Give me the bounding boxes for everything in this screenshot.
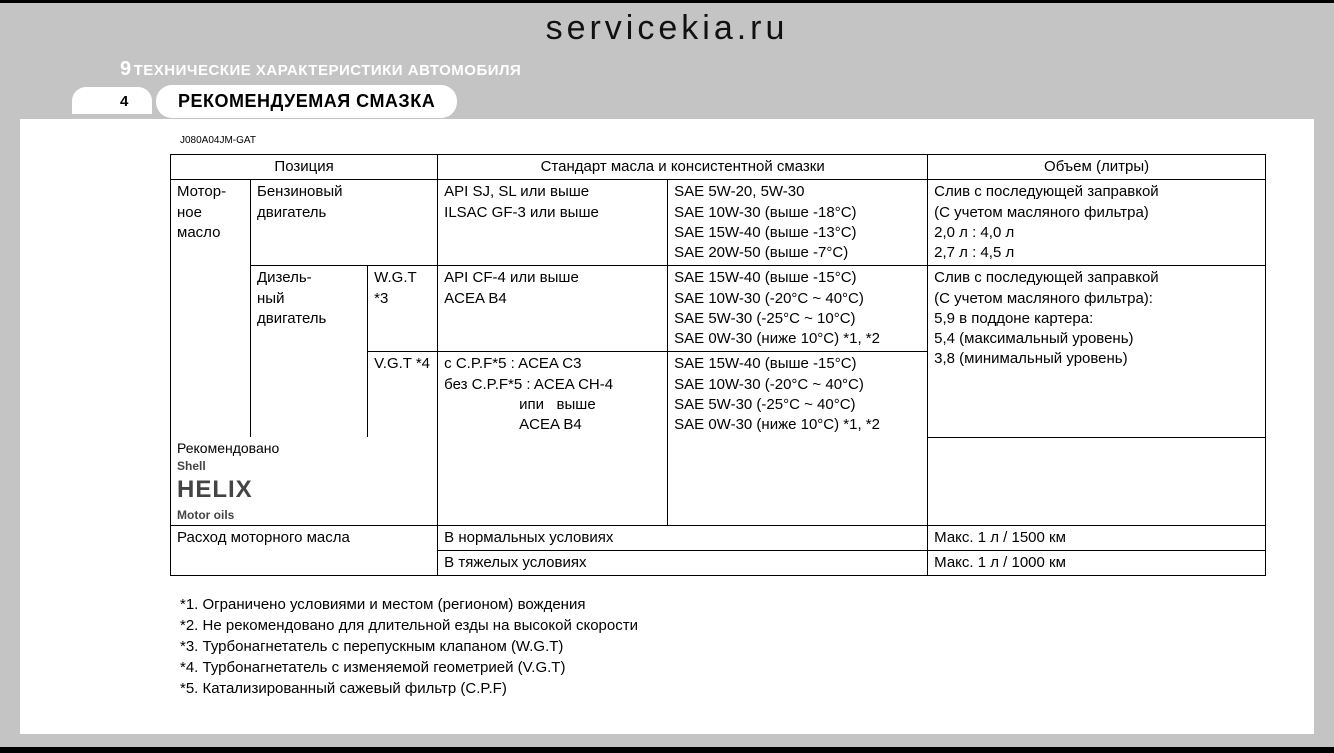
variant-cell: V.G.T *4	[368, 352, 438, 438]
table-row: Рекомендовано Shell HELIX Motor oils	[171, 437, 1266, 525]
recommended-label: Рекомендовано	[177, 439, 431, 458]
chapter-header: 9ТЕХНИЧЕСКИЕ ХАРАКТЕРИСТИКИ АВТОМОБИЛЯ	[0, 58, 1334, 81]
header-standard: Стандарт масла и консистентной смазки	[438, 155, 928, 180]
table-header-row: Позиция Стандарт масла и консистентной с…	[171, 155, 1266, 180]
footnote: *2. Не рекомендовано для длительной езды…	[180, 615, 1266, 636]
engine-cell: Дизель- ный двигатель	[251, 266, 368, 438]
volume-cell: Макс. 1 л / 1000 км	[928, 551, 1266, 576]
section-title-tab: РЕКОМЕНДУЕМАЯ СМАЗКА	[156, 85, 457, 118]
chapter-number: 9	[120, 58, 132, 80]
standard1-cell: API SJ, SL или выше ILSAC GF-3 или выше	[438, 180, 668, 266]
condition-cell: В тяжелых условиях	[438, 551, 928, 576]
empty-cell	[438, 437, 668, 525]
chapter-title: ТЕХНИЧЕСКИЕ ХАРАКТЕРИСТИКИ АВТОМОБИЛЯ	[134, 62, 522, 79]
standard2-cell: SAE 15W-40 (выше -15°C) SAE 10W-30 (-20°…	[668, 352, 928, 438]
shell-text: Shell	[177, 458, 431, 474]
empty-cell	[668, 437, 928, 525]
content-area: J080A04JM-GAT Позиция Стандарт масла и к…	[20, 119, 1314, 734]
engine-cell: Бензиновый двигатель	[251, 180, 438, 266]
helix-text: HELIX	[177, 474, 431, 506]
document-code: J080A04JM-GAT	[180, 135, 1266, 146]
site-title: servicekia.ru	[0, 3, 1334, 58]
footnote: *5. Катализированный сажевый фильтр (C.P…	[180, 678, 1266, 699]
motoroils-text: Motor oils	[177, 507, 431, 523]
standard2-cell: SAE 5W-20, 5W-30 SAE 10W-30 (выше -18°C)…	[668, 180, 928, 266]
table-row: Мотор- ное масло Бензиновый двигатель AP…	[171, 180, 1266, 266]
variant-cell: W.G.T *3	[368, 266, 438, 352]
header-volume: Объем (литры)	[928, 155, 1266, 180]
footnote: *1. Ограничено условиями и местом (регио…	[180, 594, 1266, 615]
standard1-cell: API CF-4 или выше ACEA B4	[438, 266, 668, 352]
spec-table: Позиция Стандарт масла и консистентной с…	[170, 154, 1266, 576]
footnotes: *1. Ограничено условиями и местом (регио…	[180, 594, 1266, 699]
condition-cell: В нормальных условиях	[438, 525, 928, 550]
category-text: Мотор- ное масло	[177, 183, 226, 241]
table-row: Расход моторного масла В нормальных усло…	[171, 525, 1266, 550]
page-number-tab: 4	[72, 87, 152, 114]
standard1-cell: с C.P.F*5 : ACEA C3 без C.P.F*5 : ACEA C…	[438, 352, 668, 438]
header-position: Позиция	[171, 155, 438, 180]
consumption-label: Расход моторного масла	[171, 525, 438, 576]
volume-cell: Слив с последующей заправкой (С учетом м…	[928, 180, 1266, 266]
volume-cell: Макс. 1 л / 1500 км	[928, 525, 1266, 550]
document-page: servicekia.ru 9ТЕХНИЧЕСКИЕ ХАРАКТЕРИСТИК…	[0, 3, 1334, 747]
section-row: 4 РЕКОМЕНДУЕМАЯ СМАЗКА	[0, 87, 1334, 119]
standard2-cell: SAE 15W-40 (выше -15°C) SAE 10W-30 (-20°…	[668, 266, 928, 352]
empty-cell	[928, 437, 1266, 525]
volume-cell: Слив с последующей заправкой (С учетом м…	[928, 266, 1266, 438]
footnote: *4. Турбонагнетатель с изменяемой геомет…	[180, 657, 1266, 678]
helix-logo: Shell HELIX Motor oils	[177, 458, 431, 523]
footnote: *3. Турбонагнетатель с перепускным клапа…	[180, 636, 1266, 657]
brand-cell: Рекомендовано Shell HELIX Motor oils	[171, 437, 438, 525]
category-cell: Мотор- ное масло	[171, 180, 251, 438]
table-row: Дизель- ный двигатель W.G.T *3 API CF-4 …	[171, 266, 1266, 352]
